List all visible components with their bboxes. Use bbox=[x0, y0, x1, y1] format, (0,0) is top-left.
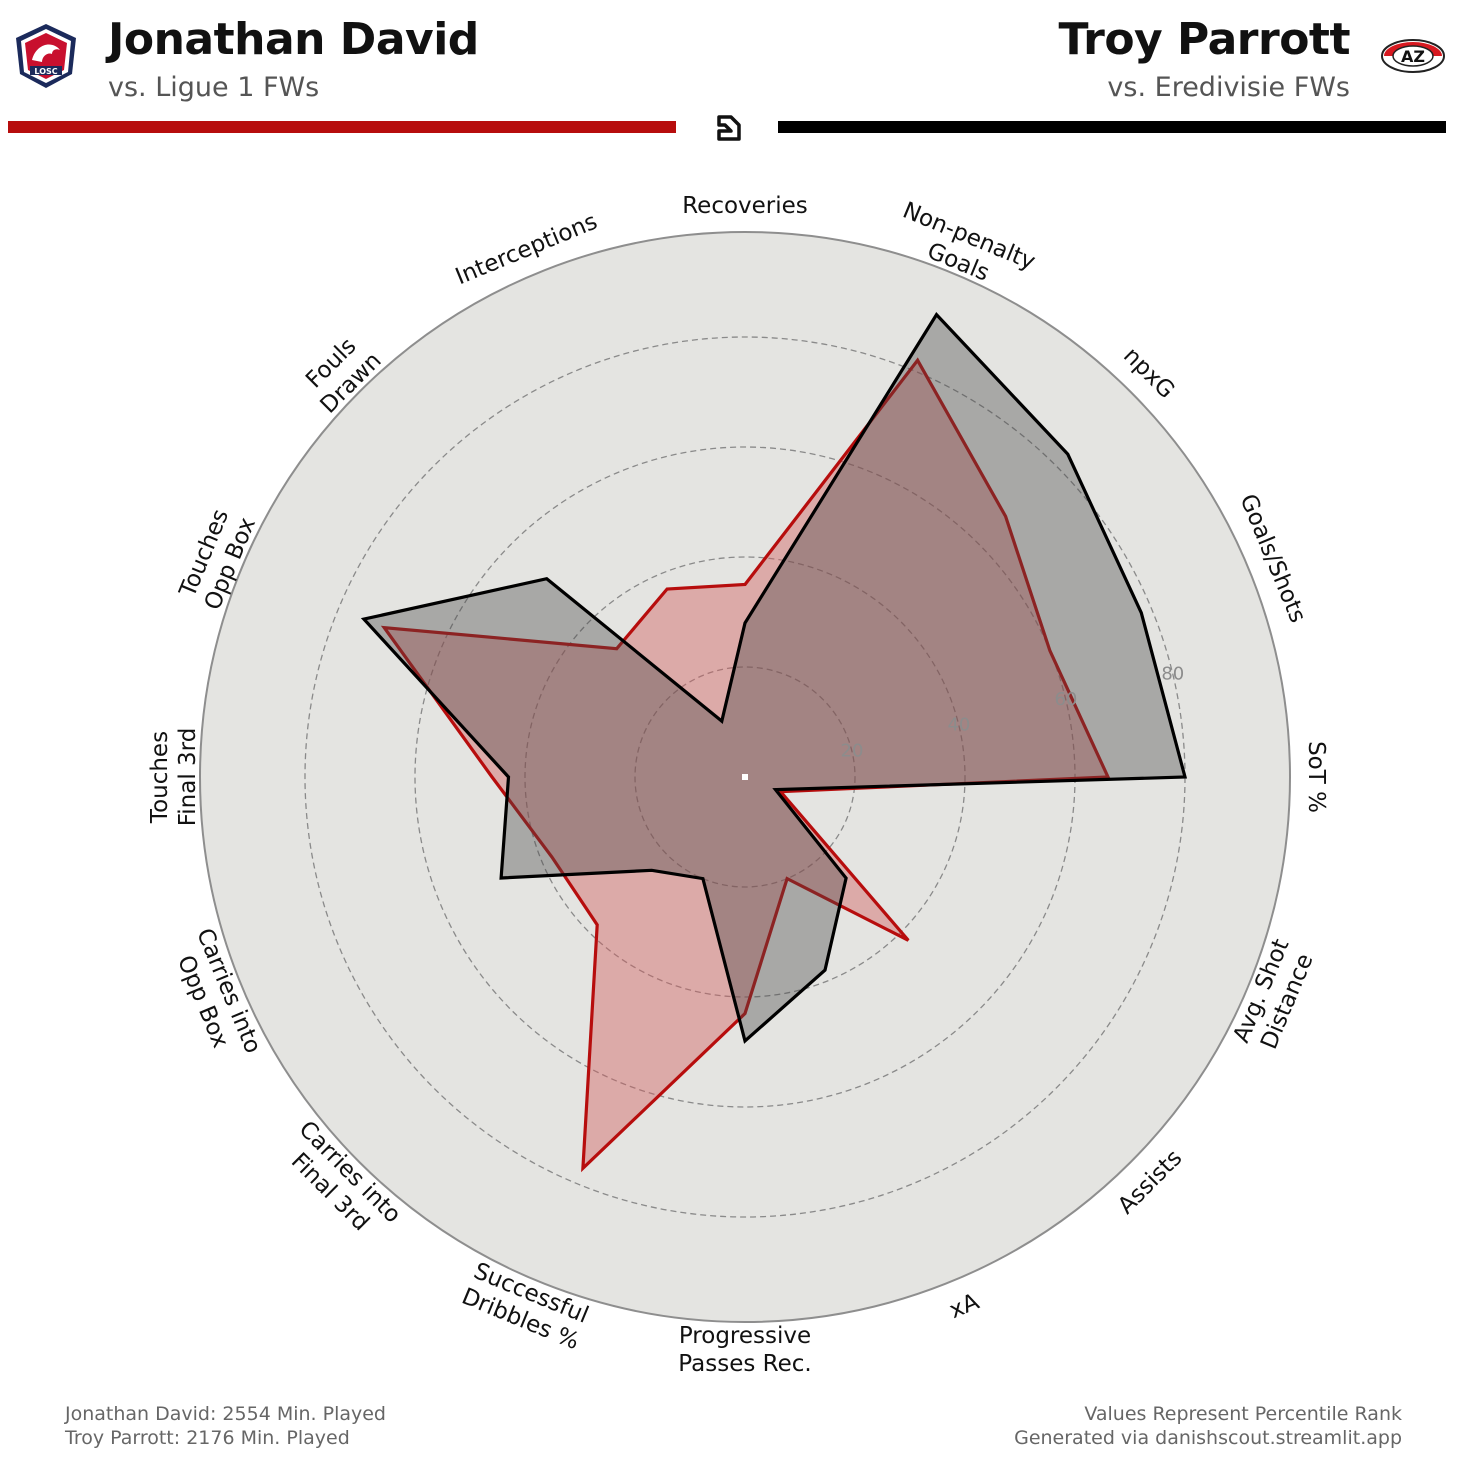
right-player-subtitle: vs. Eredivisie FWs bbox=[1107, 72, 1350, 103]
radar-ring-40 bbox=[524, 556, 966, 998]
right-team-badge: AZ bbox=[1380, 38, 1446, 74]
right-team-badge-text: AZ bbox=[1401, 47, 1425, 66]
right-color-bar bbox=[778, 121, 1446, 133]
radar-ring-20 bbox=[634, 666, 856, 888]
ring-value-label: 20 bbox=[841, 740, 864, 761]
footer-right-line1: Values Represent Percentile Rank bbox=[1084, 1403, 1402, 1425]
axis-label: SoT % bbox=[1303, 741, 1329, 813]
axis-label: TouchesFinal 3rd bbox=[147, 728, 201, 827]
series-polygon-jonathan-david bbox=[380, 357, 1111, 1173]
series-polygon-troy-parrott bbox=[360, 311, 1188, 1044]
footer-left-line2: Troy Parrott: 2176 Min. Played bbox=[65, 1427, 350, 1449]
left-color-bar bbox=[8, 121, 676, 133]
center-marker bbox=[742, 774, 748, 780]
axis-label: Progressive Passes Rec. bbox=[678, 1323, 811, 1377]
axis-label: Recoveries bbox=[682, 193, 808, 219]
ring-value-label: 80 bbox=[1161, 663, 1184, 684]
footer-right-line2: Generated via danishscout.streamlit.app bbox=[1014, 1427, 1402, 1449]
axis-label: xA bbox=[946, 1289, 983, 1324]
footer-left-line1: Jonathan David: 2554 Min. Played bbox=[65, 1403, 386, 1425]
ring-value-label: 40 bbox=[947, 715, 970, 736]
site-logo-icon bbox=[713, 113, 743, 143]
left-team-badge-text: LOSC bbox=[34, 67, 57, 76]
ring-value-label: 60 bbox=[1054, 689, 1077, 710]
right-player-name: Troy Parrott bbox=[1058, 14, 1350, 65]
left-player-name: Jonathan David bbox=[108, 14, 479, 65]
left-player-subtitle: vs. Ligue 1 FWs bbox=[108, 72, 320, 103]
left-team-badge: LOSC bbox=[12, 22, 80, 90]
